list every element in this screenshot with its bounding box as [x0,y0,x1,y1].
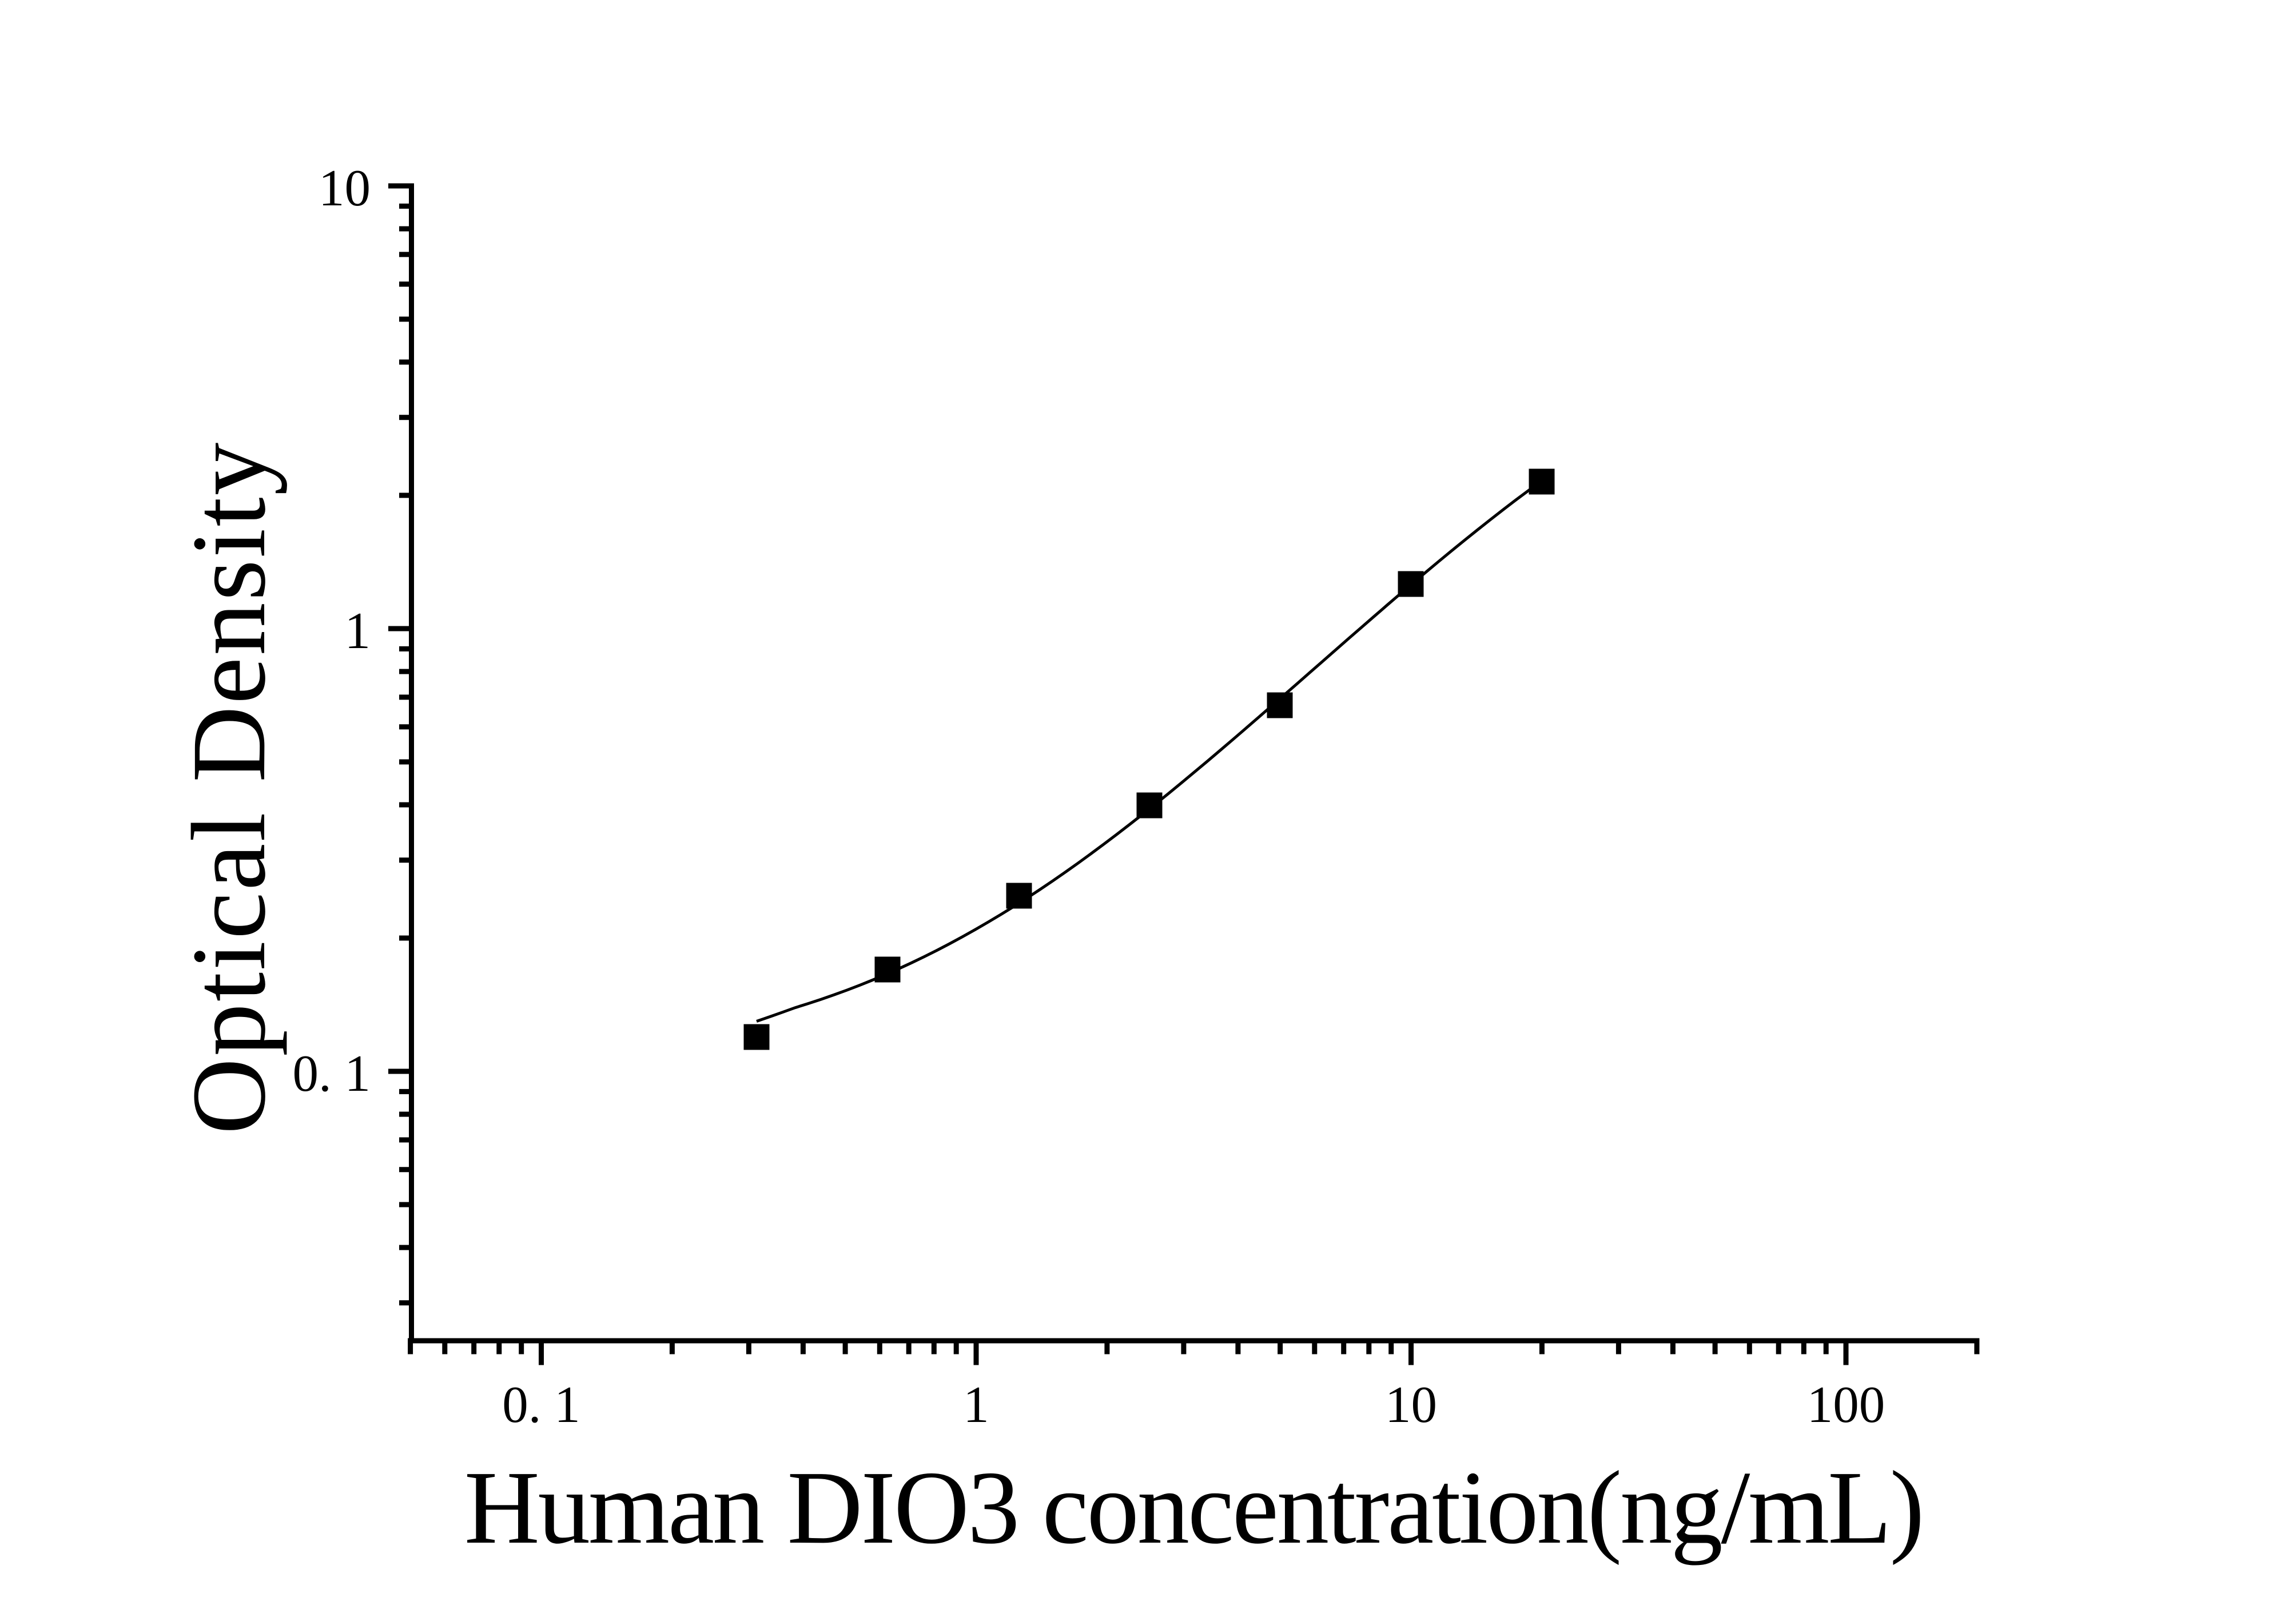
svg-text:100: 100 [1807,1376,1885,1433]
svg-text:10: 10 [1385,1376,1437,1433]
svg-text:Optical Density: Optical Density [170,441,288,1135]
svg-text:0. 1: 0. 1 [293,1044,371,1102]
svg-text:0. 1: 0. 1 [502,1376,580,1433]
svg-text:Human DIO3 concentration(ng/mL: Human DIO3 concentration(ng/mL) [464,1449,1923,1566]
svg-text:1: 1 [345,602,371,660]
svg-text:10: 10 [319,159,371,217]
svg-text:1: 1 [963,1376,989,1433]
